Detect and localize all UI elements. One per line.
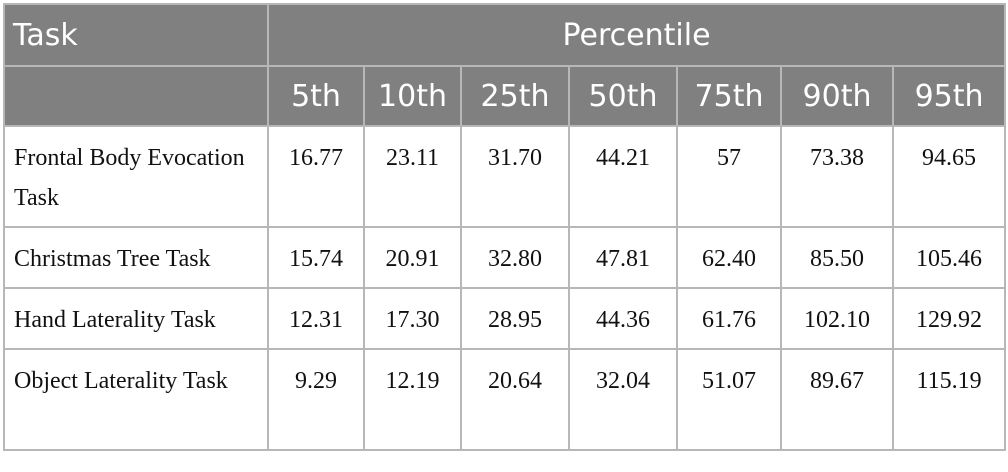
value-cell: 16.77	[267, 125, 365, 228]
task-name-cell: Object Laterality Task	[3, 348, 269, 451]
value-cell: 129.92	[891, 287, 1007, 350]
value-cell: 44.36	[568, 287, 678, 350]
value-cell: 102.10	[780, 287, 894, 350]
table-row: Christmas Tree Task 15.74 20.91 32.80 47…	[3, 226, 1007, 289]
value-cell: 85.50	[780, 226, 894, 289]
value-cell: 32.80	[460, 226, 570, 289]
value-cell: 31.70	[460, 125, 570, 228]
value-cell: 12.31	[267, 287, 365, 350]
percentile-95th-header: 95th	[891, 65, 1007, 127]
percentile-5th-header: 5th	[267, 65, 365, 127]
percentile-90th-header: 90th	[780, 65, 894, 127]
value-cell: 89.67	[780, 348, 894, 451]
table-row: Frontal Body Evocation Task 16.77 23.11 …	[3, 125, 1007, 228]
table-row: Hand Laterality Task 12.31 17.30 28.95 4…	[3, 287, 1007, 350]
percentile-75th-header: 75th	[676, 65, 782, 127]
value-cell: 51.07	[676, 348, 782, 451]
value-cell: 115.19	[891, 348, 1007, 451]
table-row: Object Laterality Task 9.29 12.19 20.64 …	[3, 348, 1007, 451]
value-cell: 105.46	[891, 226, 1007, 289]
percentile-10th-header: 10th	[363, 65, 462, 127]
value-cell: 17.30	[363, 287, 462, 350]
value-cell: 47.81	[568, 226, 678, 289]
value-cell: 9.29	[267, 348, 365, 451]
value-cell: 44.21	[568, 125, 678, 228]
percentile-table: Task Percentile 5th 10th 25th 50th 75th …	[3, 3, 1007, 451]
percentile-50th-header: 50th	[568, 65, 678, 127]
empty-header-cell	[3, 65, 269, 127]
value-cell: 32.04	[568, 348, 678, 451]
percentile-25th-header: 25th	[460, 65, 570, 127]
task-name-cell: Frontal Body Evocation Task	[3, 125, 269, 228]
task-name-cell: Christmas Tree Task	[3, 226, 269, 289]
task-name-cell: Hand Laterality Task	[3, 287, 269, 350]
percentile-header: Percentile	[266, 3, 1007, 67]
value-cell: 20.91	[363, 226, 462, 289]
value-cell: 28.95	[460, 287, 570, 350]
task-header: Task	[3, 3, 269, 67]
value-cell: 62.40	[676, 226, 782, 289]
value-cell: 73.38	[780, 125, 894, 228]
value-cell: 23.11	[363, 125, 462, 228]
value-cell: 61.76	[676, 287, 782, 350]
value-cell: 20.64	[460, 348, 570, 451]
value-cell: 12.19	[363, 348, 462, 451]
value-cell: 57	[676, 125, 782, 228]
value-cell: 15.74	[267, 226, 365, 289]
value-cell: 94.65	[891, 125, 1007, 228]
